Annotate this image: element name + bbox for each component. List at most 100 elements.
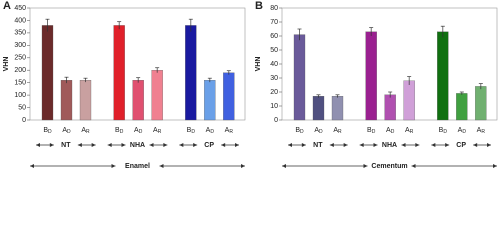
x-tick-label: BD bbox=[187, 127, 196, 135]
bar bbox=[185, 25, 197, 121]
y-tick-label: 350 bbox=[14, 30, 26, 37]
x-tick-label: AD bbox=[458, 127, 467, 135]
y-tick-label: 50 bbox=[18, 104, 26, 111]
arrow-head bbox=[301, 143, 306, 147]
y-tick-label: 40 bbox=[270, 61, 278, 68]
y-tick-label: 70 bbox=[270, 19, 278, 26]
bar bbox=[151, 70, 163, 121]
arrow-head bbox=[91, 143, 96, 147]
arrow-head bbox=[288, 143, 292, 147]
group-label: NHA bbox=[130, 142, 145, 149]
bar bbox=[41, 25, 54, 121]
y-axis-label: VHN bbox=[255, 57, 262, 72]
y-tick-label: 0 bbox=[274, 117, 278, 124]
y-tick-label: 20 bbox=[270, 89, 278, 96]
arrow-head bbox=[401, 143, 406, 147]
bar bbox=[365, 31, 377, 121]
x-tick-label: AR bbox=[333, 127, 342, 135]
arrow-head bbox=[30, 164, 34, 168]
x-tick-label: BD bbox=[43, 127, 52, 135]
x-tick-label: AD bbox=[314, 127, 323, 135]
arrow-head bbox=[487, 143, 491, 147]
arrow-head bbox=[179, 143, 184, 147]
y-tick-label: 60 bbox=[270, 33, 278, 40]
arrow-head bbox=[329, 143, 334, 147]
arrow-head bbox=[149, 143, 154, 147]
y-tick-label: 50 bbox=[270, 47, 278, 54]
arrow-head bbox=[235, 143, 239, 147]
group-label: CP bbox=[204, 142, 214, 149]
group-label: NHA bbox=[382, 142, 397, 149]
bar bbox=[312, 96, 325, 121]
bar bbox=[113, 25, 125, 121]
arrow-head bbox=[373, 143, 378, 147]
x-tick-label: BD bbox=[115, 127, 124, 135]
bar bbox=[331, 96, 344, 121]
bar bbox=[437, 31, 449, 121]
y-tick-label: 450 bbox=[14, 5, 26, 12]
y-tick-label: 200 bbox=[14, 67, 26, 74]
arrow-head bbox=[411, 164, 416, 168]
arrow-head bbox=[77, 143, 82, 147]
arrow-head bbox=[415, 143, 420, 147]
x-tick-label: AR bbox=[477, 127, 486, 135]
y-tick-label: 0 bbox=[22, 117, 26, 124]
arrow-head bbox=[343, 143, 348, 147]
y-tick-label: 100 bbox=[14, 92, 26, 99]
x-axis-label: Cementum bbox=[371, 163, 407, 170]
bar bbox=[79, 80, 92, 121]
bar bbox=[403, 80, 415, 121]
arrow-head bbox=[431, 143, 436, 147]
bar bbox=[60, 80, 73, 121]
arrow-head bbox=[363, 164, 368, 168]
x-tick-label: AD bbox=[386, 127, 395, 135]
arrow-head bbox=[493, 164, 497, 168]
arrow-head bbox=[241, 164, 245, 168]
bar bbox=[293, 34, 306, 121]
arrow-head bbox=[159, 164, 164, 168]
x-tick-label: AR bbox=[225, 127, 234, 135]
y-tick-label: 150 bbox=[14, 80, 26, 87]
y-tick-label: 300 bbox=[14, 42, 26, 49]
arrow-head bbox=[193, 143, 198, 147]
y-tick-label: 400 bbox=[14, 17, 26, 24]
x-tick-label: BD bbox=[439, 127, 448, 135]
arrow-head bbox=[111, 164, 116, 168]
bar bbox=[132, 80, 144, 121]
group-label: CP bbox=[456, 142, 466, 149]
x-tick-label: BD bbox=[367, 127, 376, 135]
group-label: NT bbox=[61, 142, 71, 149]
x-tick-label: AD bbox=[134, 127, 143, 135]
bar bbox=[456, 93, 468, 121]
arrow-head bbox=[107, 143, 112, 147]
bar bbox=[204, 80, 216, 121]
arrow-head bbox=[36, 143, 40, 147]
arrow-head bbox=[121, 143, 126, 147]
arrow-head bbox=[282, 164, 286, 168]
panel-label: A bbox=[3, 0, 11, 12]
y-axis-label: VHN bbox=[3, 57, 10, 72]
bar bbox=[384, 94, 396, 121]
arrow-head bbox=[473, 143, 478, 147]
arrow-head bbox=[221, 143, 226, 147]
y-tick-label: 10 bbox=[270, 103, 278, 110]
panel-label: B bbox=[255, 0, 263, 12]
group-label: NT bbox=[313, 142, 323, 149]
x-tick-label: AR bbox=[153, 127, 162, 135]
arrow-head bbox=[445, 143, 450, 147]
x-tick-label: BD bbox=[295, 127, 304, 135]
arrow-head bbox=[49, 143, 54, 147]
x-axis-label: Enamel bbox=[125, 163, 150, 170]
x-tick-label: AR bbox=[81, 127, 90, 135]
x-tick-label: AD bbox=[62, 127, 71, 135]
arrow-head bbox=[163, 143, 168, 147]
y-tick-label: 30 bbox=[270, 75, 278, 82]
y-tick-label: 250 bbox=[14, 55, 26, 62]
bar bbox=[223, 72, 235, 121]
x-tick-label: AR bbox=[405, 127, 414, 135]
arrow-head bbox=[359, 143, 364, 147]
bar bbox=[475, 86, 487, 121]
x-tick-label: AD bbox=[206, 127, 215, 135]
y-tick-label: 80 bbox=[270, 5, 278, 12]
